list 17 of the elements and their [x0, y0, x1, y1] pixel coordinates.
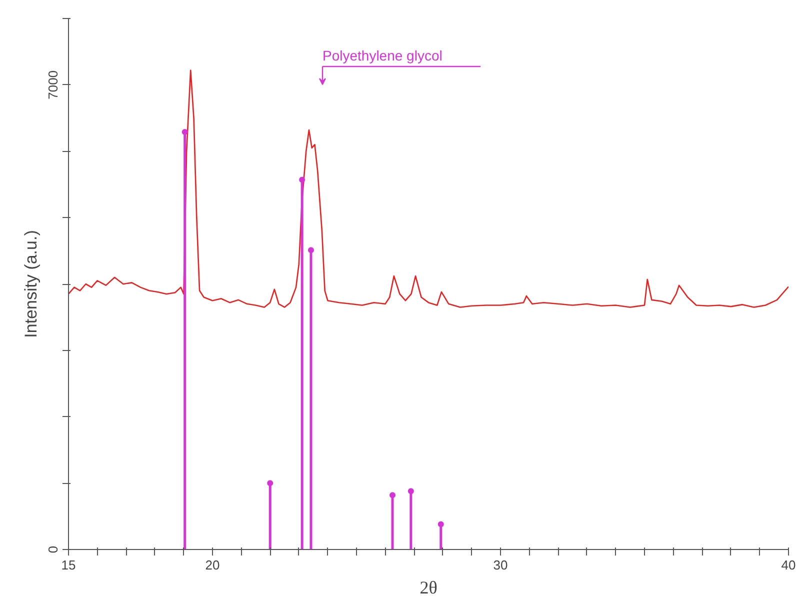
x-tick-label: 40 — [781, 558, 796, 572]
point — [438, 521, 444, 528]
point — [182, 129, 188, 135]
line-series — [68, 70, 788, 308]
point — [390, 492, 396, 498]
point — [308, 247, 314, 254]
annotation: Polyethylene glycol — [322, 48, 442, 64]
y-tick-label: 0 — [46, 546, 60, 554]
x-tick-label: 20 — [205, 558, 220, 572]
x-tick-label: 15 — [61, 558, 76, 572]
point — [267, 480, 274, 486]
y-axis-title: Intensity (a.u.) — [22, 230, 40, 338]
point — [408, 488, 414, 494]
x-axis-title: 2θ — [420, 578, 438, 598]
y-tick-label: 7000 — [46, 70, 60, 100]
x-tick-label: 30 — [493, 558, 508, 572]
point — [299, 176, 306, 183]
